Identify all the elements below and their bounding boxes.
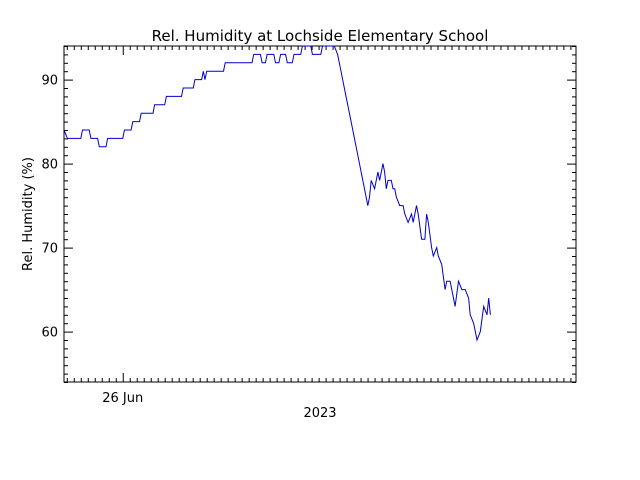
x-axis-ticks: 26 Jun bbox=[66, 46, 572, 406]
y-tick-label: 70 bbox=[41, 242, 58, 257]
y-axis-label: Rel. Humidity (%) bbox=[21, 157, 36, 271]
y-tick-label: 80 bbox=[41, 158, 58, 173]
humidity-series-line bbox=[63, 45, 491, 342]
y-tick-label: 90 bbox=[41, 74, 58, 89]
x-axis-label: 2023 bbox=[303, 406, 336, 421]
x-tick-label: 26 Jun bbox=[102, 391, 143, 406]
chart-title: Rel. Humidity at Lochside Elementary Sch… bbox=[152, 27, 489, 45]
plot-frame bbox=[63, 45, 577, 383]
y-axis-ticks: 60 70 80 90 bbox=[41, 46, 576, 383]
y-tick-label: 60 bbox=[41, 326, 58, 341]
